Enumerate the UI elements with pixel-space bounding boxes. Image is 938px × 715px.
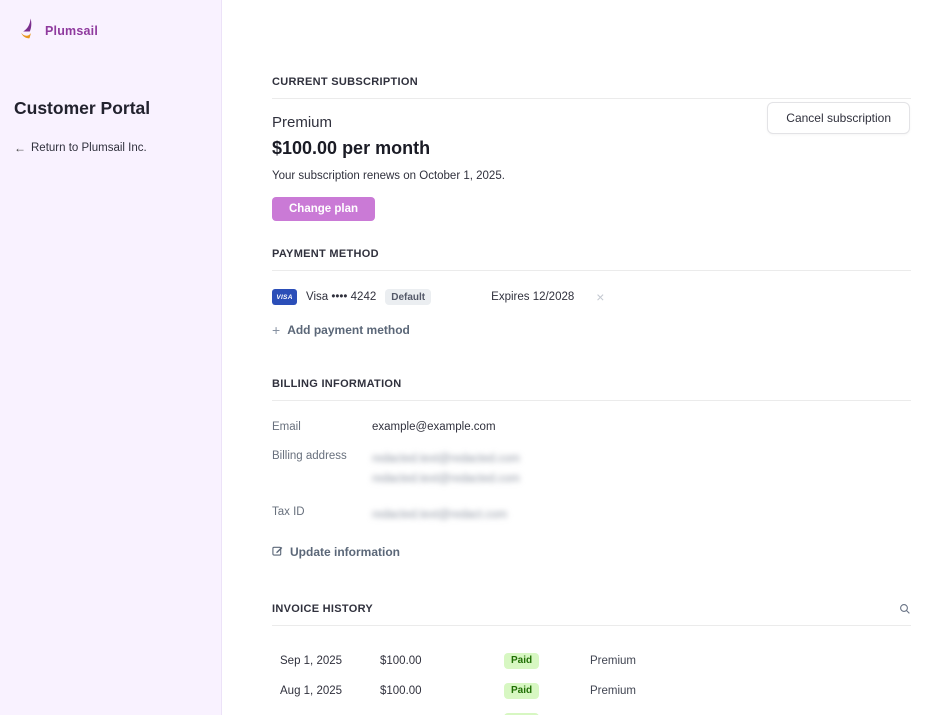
- billing-tax-row: Tax ID redacted.text@redact.com: [272, 506, 911, 526]
- add-payment-label: Add payment method: [287, 323, 410, 337]
- section-current-subscription: CURRENT SUBSCRIPTION Premium $100.00 per…: [272, 76, 911, 221]
- visa-card-icon: VISA: [272, 289, 297, 305]
- redacted-address-line-2: redacted.text@redacted.com: [372, 472, 520, 485]
- subscription-section-title: CURRENT SUBSCRIPTION: [272, 76, 418, 88]
- plumsail-logo-icon: [20, 18, 38, 44]
- paid-status-badge: Paid: [504, 652, 540, 669]
- update-information-label: Update information: [290, 544, 400, 559]
- invoice-plan: Premium: [590, 684, 637, 697]
- remove-card-icon[interactable]: ×: [596, 289, 605, 305]
- payment-method-row: VISA Visa •••• 4242 Default Expires 12/2…: [272, 289, 911, 305]
- billing-section-header: BILLING INFORMATION: [272, 378, 911, 401]
- invoice-row[interactable]: Jul 1, 2025 $100.00 Paid Premium: [272, 711, 911, 715]
- payment-section-title: PAYMENT METHOD: [272, 248, 379, 260]
- billing-address-value: redacted.text@redacted.com redacted.text…: [372, 450, 911, 489]
- invoice-amount: $100.00: [380, 684, 422, 697]
- section-invoice-history: INVOICE HISTORY Sep 1, 2025 $100.00 Paid…: [272, 603, 911, 715]
- brand-name: Plumsail: [45, 24, 99, 38]
- return-link-label: Return to Plumsail Inc.: [31, 142, 147, 154]
- default-badge: Default: [385, 289, 432, 305]
- invoice-row[interactable]: Sep 1, 2025 $100.00 Paid Premium: [272, 651, 911, 671]
- paid-status-badge: Paid: [504, 682, 540, 699]
- search-icon[interactable]: [899, 603, 911, 615]
- billing-section-title: BILLING INFORMATION: [272, 378, 402, 390]
- back-arrow-icon: ←: [14, 141, 26, 155]
- return-link[interactable]: ← Return to Plumsail Inc.: [14, 141, 221, 155]
- brand: Plumsail: [20, 18, 221, 44]
- invoice-date: Sep 1, 2025: [280, 654, 343, 667]
- section-payment-method: PAYMENT METHOD VISA Visa •••• 4242 Defau…: [272, 248, 911, 338]
- invoice-row[interactable]: Aug 1, 2025 $100.00 Paid Premium: [272, 681, 911, 701]
- billing-rows: Email example@example.com Billing addres…: [272, 421, 911, 526]
- card-label: Visa •••• 4242: [306, 291, 377, 303]
- renewal-note: Your subscription renews on October 1, 2…: [272, 170, 505, 182]
- email-value: example@example.com: [372, 421, 496, 433]
- change-plan-button[interactable]: Change plan: [272, 197, 376, 221]
- tax-id-label: Tax ID: [272, 506, 305, 519]
- content: CURRENT SUBSCRIPTION Premium $100.00 per…: [222, 0, 938, 715]
- redacted-address-line-1: redacted.text@redacted.com: [372, 453, 520, 465]
- plan-name: Premium: [272, 114, 333, 131]
- main-area: CURRENT SUBSCRIPTION Premium $100.00 per…: [222, 0, 938, 715]
- section-billing-information: BILLING INFORMATION Email example@exampl…: [272, 378, 911, 561]
- billing-address-row: Billing address redacted.text@redacted.c…: [272, 450, 911, 489]
- card-expiry: Expires 12/2028: [491, 291, 575, 303]
- page-title: Customer Portal: [14, 98, 151, 118]
- invoice-section-header: INVOICE HISTORY: [272, 603, 911, 626]
- sidebar: Plumsail Customer Portal ← Return to Plu…: [0, 0, 222, 715]
- plus-icon: +: [272, 322, 281, 338]
- billing-address-label: Billing address: [272, 450, 347, 462]
- subscription-section-header: CURRENT SUBSCRIPTION: [272, 76, 911, 99]
- invoice-plan: Premium: [590, 654, 637, 667]
- cancel-subscription-button[interactable]: Cancel subscription: [767, 102, 910, 134]
- edit-icon: [272, 543, 283, 561]
- plan-price: $100.00 per month: [272, 138, 431, 158]
- invoice-amount: $100.00: [380, 654, 422, 667]
- redacted-tax-id-value: redacted.text@redact.com: [372, 509, 508, 522]
- invoice-section-title: INVOICE HISTORY: [272, 602, 374, 615]
- payment-section-header: PAYMENT METHOD: [272, 248, 911, 271]
- subscription-body: Premium $100.00 per month Your subscript…: [272, 99, 911, 221]
- billing-email-row: Email example@example.com: [272, 421, 911, 433]
- paid-status-badge: Paid: [504, 712, 540, 715]
- invoice-list: Sep 1, 2025 $100.00 Paid Premium Aug 1, …: [272, 651, 911, 715]
- email-label: Email: [272, 421, 301, 433]
- invoice-date: Aug 1, 2025: [280, 684, 343, 697]
- update-information-link[interactable]: Update information: [272, 543, 911, 561]
- add-payment-method-link[interactable]: + Add payment method: [272, 322, 911, 338]
